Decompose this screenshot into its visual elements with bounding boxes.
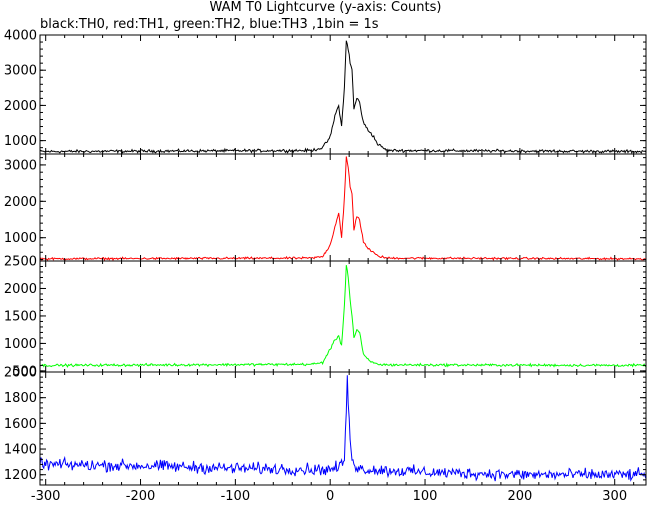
x-tick-label: -300 <box>31 489 61 504</box>
y-tick-label: 1600 <box>4 417 37 432</box>
y-tick-label: 1500 <box>4 309 37 324</box>
panel-frame <box>39 371 647 486</box>
x-tick-label: -100 <box>221 489 251 504</box>
y-tick-label: 500 <box>12 364 37 379</box>
y-tick-label: 2000 <box>4 366 37 381</box>
panel-th2: 500 1000 1500 2000 2500 <box>4 255 647 379</box>
x-tick-label: 0 <box>326 489 334 504</box>
panel-frame <box>39 260 647 373</box>
y-tick-label: 2500 <box>4 255 37 270</box>
y-tick-label: 3000 <box>4 158 37 173</box>
y-tick-label: 4000 <box>4 29 37 44</box>
x-tick-label: 300 <box>602 489 627 504</box>
series-line-th1 <box>39 156 646 262</box>
y-tick-label: 1800 <box>4 391 37 406</box>
y-tick-label: 1000 <box>4 134 37 149</box>
y-tick-label: 2000 <box>4 282 37 297</box>
y-tick-label: 1200 <box>4 468 37 483</box>
panel-th1: 1000 2000 3000 <box>4 153 647 262</box>
panel-frame <box>39 153 647 262</box>
x-tick-label: -200 <box>126 489 156 504</box>
chart-title: WAM T0 Lightcurve (y-axis: Counts) <box>209 0 442 15</box>
series-line-th3 <box>39 375 647 482</box>
y-tick-label: 2000 <box>4 195 37 210</box>
y-tick-label: 1000 <box>4 231 37 246</box>
x-tick-label: 200 <box>507 489 532 504</box>
y-tick-label: 3000 <box>4 64 37 79</box>
panel-frame <box>39 34 647 155</box>
y-tick-label: 1400 <box>4 443 37 458</box>
y-tick-label: 1000 <box>4 337 37 352</box>
panel-th3: 1200 1400 1600 1800 2000 <box>4 366 647 486</box>
series-line-th0 <box>39 40 647 154</box>
panel-th0: 1000 2000 3000 4000 <box>4 29 647 155</box>
y-tick-label: 2000 <box>4 99 37 114</box>
series-line-th2 <box>39 265 647 368</box>
chart-subtitle: black:TH0, red:TH1, green:TH2, blue:TH3 … <box>40 17 379 32</box>
x-tick-label: 100 <box>413 489 438 504</box>
